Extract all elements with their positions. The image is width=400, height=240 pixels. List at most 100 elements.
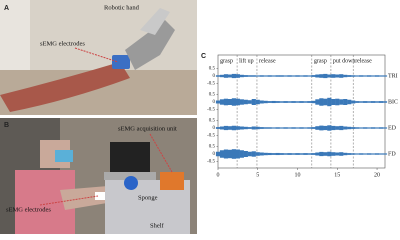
emg-envelope xyxy=(315,74,320,78)
emg-envelope xyxy=(311,100,316,104)
robotic-hand xyxy=(125,20,175,70)
emg-envelope xyxy=(227,74,233,78)
emg-envelope xyxy=(267,127,272,129)
emg-envelope xyxy=(359,75,364,77)
channel-name: TRI xyxy=(388,73,398,79)
emg-envelope xyxy=(351,127,356,129)
emg-envelope xyxy=(255,75,260,77)
emg-envelope xyxy=(231,149,236,159)
x-tick-label: 0 xyxy=(217,172,220,178)
emg-envelope xyxy=(243,75,248,77)
emg-envelope xyxy=(251,126,256,130)
pointer xyxy=(74,47,119,63)
panel-label: C xyxy=(201,53,206,60)
emg-envelope xyxy=(355,127,360,129)
panel-label: A xyxy=(4,5,9,12)
emg-envelope xyxy=(339,74,344,78)
finger xyxy=(140,8,170,35)
emg-envelope xyxy=(359,127,364,129)
emg-envelope xyxy=(335,74,340,78)
emg-envelope xyxy=(247,100,252,104)
figure: A B C Robotic hand sEMG electrodes sEMG … xyxy=(0,0,398,234)
annotation: sEMG electrodes xyxy=(40,40,85,47)
phase-label: grasp xyxy=(314,58,327,64)
emg-envelope xyxy=(251,75,256,77)
photo-b xyxy=(0,118,197,234)
emg-envelope xyxy=(374,75,380,77)
annotation: sEMG acquisition unit xyxy=(118,125,177,132)
emg-envelope xyxy=(378,101,384,103)
emg-envelope xyxy=(287,127,292,129)
emg-envelope xyxy=(347,126,352,130)
emg-envelope xyxy=(299,127,304,129)
emg-envelope xyxy=(291,75,296,77)
emg-envelope xyxy=(307,101,312,103)
pointer xyxy=(149,133,173,173)
emg-envelope xyxy=(239,74,244,78)
emg-envelope xyxy=(275,127,280,129)
mask xyxy=(55,150,73,162)
emg-envelope xyxy=(319,125,324,131)
emg-envelope xyxy=(247,75,252,77)
emg-envelope xyxy=(363,153,368,155)
emg-envelope xyxy=(303,101,308,103)
emg-envelope xyxy=(215,127,221,129)
emg-envelope xyxy=(319,151,324,157)
emg-envelope xyxy=(370,153,376,155)
emg-envelope xyxy=(335,98,340,106)
emg-envelope xyxy=(367,153,372,155)
emg-envelope xyxy=(231,125,236,131)
x-tick-label: 10 xyxy=(295,172,301,178)
emg-envelope xyxy=(243,151,248,157)
emg-envelope xyxy=(343,152,348,156)
emg-envelope xyxy=(275,75,280,77)
emg-envelope xyxy=(323,98,328,106)
emg-envelope xyxy=(255,99,260,105)
emg-envelope xyxy=(231,73,236,79)
channel-name: BIC xyxy=(388,99,398,105)
y-tick-label: -0.5 xyxy=(207,134,215,139)
emg-envelope xyxy=(299,75,304,77)
emg-envelope xyxy=(283,101,288,103)
y-tick-label: 0 xyxy=(213,100,216,105)
emg-envelope xyxy=(355,75,360,77)
emg-envelope xyxy=(323,73,328,79)
emg-envelope xyxy=(331,152,336,156)
emg-envelope xyxy=(239,150,244,158)
emg-envelope xyxy=(235,74,240,78)
plot-frame xyxy=(217,54,386,169)
emg-envelope xyxy=(219,74,225,78)
pointer xyxy=(39,195,99,206)
emg-envelope xyxy=(335,126,340,130)
emg-envelope xyxy=(283,127,288,129)
emg-envelope xyxy=(335,152,340,156)
emg-envelope xyxy=(243,99,248,105)
emg-envelope xyxy=(223,125,229,131)
emg-envelope xyxy=(259,127,264,129)
emg-envelope xyxy=(267,75,272,77)
emg-envelope xyxy=(315,99,320,105)
emg-envelope xyxy=(239,99,244,105)
emg-envelope xyxy=(311,75,316,77)
y-tick-label: 0.5 xyxy=(209,145,216,150)
emg-envelope xyxy=(215,75,221,77)
emg-envelope xyxy=(370,101,376,103)
emg-envelope xyxy=(291,101,296,103)
emg-envelope xyxy=(355,101,360,103)
emg-envelope xyxy=(307,127,312,129)
emg-envelope xyxy=(251,99,256,105)
emg-envelope xyxy=(291,153,296,155)
emg-envelope xyxy=(303,153,308,155)
emg-envelope xyxy=(223,98,229,106)
emg-envelope xyxy=(279,153,284,155)
emg-envelope xyxy=(271,100,276,104)
emg-envelope xyxy=(279,101,284,103)
y-tick-label: -0.5 xyxy=(207,160,215,165)
emg-envelope xyxy=(315,152,320,156)
emg-envelope xyxy=(275,152,280,156)
emg-envelope xyxy=(374,101,380,103)
emg-envelope xyxy=(227,149,233,159)
emg-envelope xyxy=(235,149,240,159)
emg-envelope xyxy=(299,101,304,103)
emg-envelope xyxy=(315,126,320,130)
